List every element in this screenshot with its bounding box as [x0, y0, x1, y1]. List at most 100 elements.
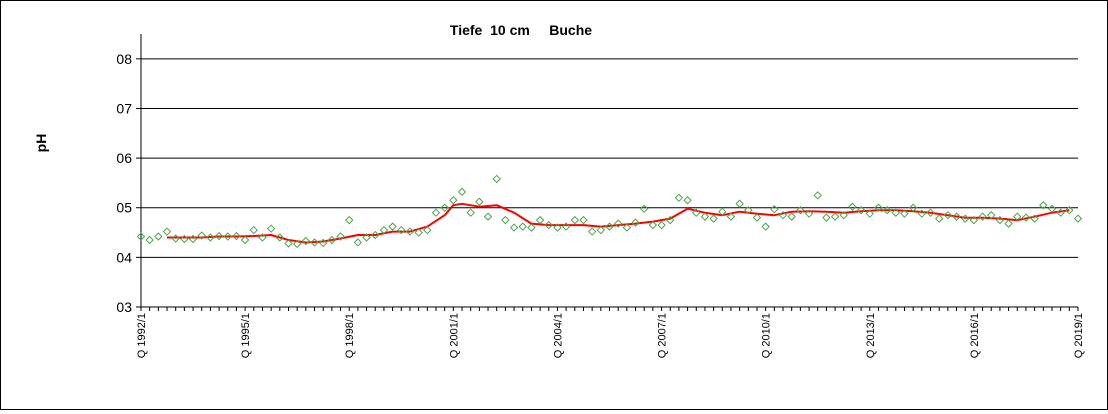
y-tick-label: 08	[116, 51, 132, 67]
data-point	[744, 206, 753, 215]
data-point	[223, 232, 232, 241]
y-tick-label: 06	[116, 150, 132, 166]
data-point	[154, 232, 163, 241]
data-point	[449, 196, 458, 205]
data-point	[926, 208, 935, 217]
data-point	[839, 210, 848, 220]
data-point	[345, 215, 354, 225]
data-point	[613, 219, 623, 228]
axes	[140, 34, 1078, 308]
x-tick-label: Q 1992/1	[136, 313, 148, 358]
data-point	[778, 210, 788, 220]
trend-line	[167, 202, 1070, 244]
y-axis-ticks: 03 04 05 06 07 08	[116, 51, 141, 315]
data-point	[327, 235, 337, 245]
data-point	[509, 223, 519, 232]
data-point	[709, 214, 718, 223]
data-point	[856, 206, 866, 215]
data-point	[813, 191, 822, 200]
data-point	[735, 199, 744, 208]
measurement-series	[136, 174, 1083, 249]
x-tick-label: Q 1995/1	[240, 313, 252, 358]
data-point	[457, 187, 467, 197]
data-point	[292, 239, 302, 249]
y-tick-label: 07	[116, 100, 132, 116]
data-point	[1039, 201, 1048, 210]
x-tick-label: Q 2019/1	[1073, 313, 1085, 358]
data-point	[596, 225, 606, 235]
data-point	[310, 238, 319, 247]
data-point	[284, 239, 293, 248]
data-point	[1004, 219, 1013, 228]
data-point	[492, 174, 501, 184]
data-point	[136, 232, 146, 241]
data-point	[1030, 214, 1039, 223]
data-point	[171, 234, 180, 243]
data-point	[770, 205, 779, 214]
data-point	[674, 193, 684, 203]
data-point	[865, 209, 874, 218]
data-point	[752, 213, 762, 222]
data-point	[639, 204, 649, 213]
data-point	[891, 208, 901, 217]
data-point	[501, 215, 510, 225]
data-point	[275, 233, 285, 242]
data-point	[527, 223, 536, 232]
y-axis-label: pH	[33, 134, 49, 153]
data-point	[232, 231, 241, 241]
data-point	[405, 227, 415, 236]
data-point	[483, 212, 493, 221]
y-tick-label: 04	[116, 249, 132, 265]
data-point	[874, 203, 883, 212]
data-point	[943, 210, 953, 220]
data-point	[605, 222, 614, 231]
data-point	[882, 206, 892, 215]
data-point	[414, 228, 423, 237]
y-tick-label: 05	[116, 200, 132, 216]
data-point	[1073, 214, 1083, 223]
data-point	[692, 208, 701, 217]
data-point	[440, 203, 449, 212]
data-point	[1056, 208, 1065, 217]
data-point	[622, 223, 632, 232]
data-point	[1013, 212, 1022, 221]
data-point	[804, 209, 814, 218]
data-point	[249, 225, 258, 235]
data-point	[648, 220, 658, 230]
data-point	[371, 230, 380, 240]
data-point	[258, 233, 267, 242]
data-point	[961, 214, 970, 223]
data-point	[683, 196, 692, 205]
y-tick-label: 03	[116, 299, 132, 315]
data-point	[561, 222, 571, 231]
data-point	[917, 209, 927, 218]
x-tick-label: Q 2016/1	[969, 313, 981, 358]
data-point	[830, 212, 840, 221]
data-point	[934, 214, 944, 223]
data-point	[657, 220, 666, 230]
x-tick-label: Q 2004/1	[552, 313, 564, 358]
data-point	[587, 227, 597, 236]
trend-series	[167, 202, 1070, 244]
data-point	[197, 231, 206, 240]
data-point	[544, 220, 553, 230]
data-point	[318, 238, 328, 248]
data-point	[214, 231, 224, 241]
data-point	[362, 233, 371, 242]
data-point	[822, 213, 831, 222]
data-point	[206, 233, 215, 242]
data-point	[301, 236, 311, 246]
data-point	[995, 215, 1005, 225]
x-tick-label: Q 2001/1	[448, 313, 460, 358]
data-point	[397, 225, 406, 235]
x-tick-label: Q 1998/1	[344, 313, 356, 358]
data-point	[353, 238, 363, 247]
data-point	[796, 206, 805, 215]
data-point	[570, 215, 580, 225]
data-point	[180, 234, 189, 244]
data-point	[787, 212, 796, 221]
data-point	[726, 212, 736, 221]
data-point	[379, 225, 389, 235]
